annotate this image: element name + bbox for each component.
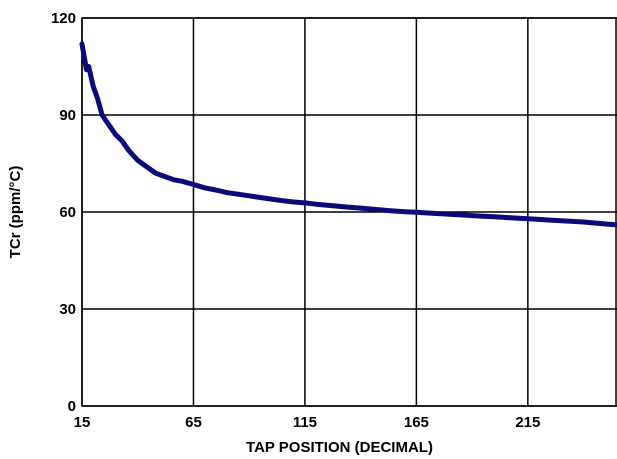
x-tick-labels: 15 65 115 165 215 (74, 414, 541, 431)
grid-lines (81, 17, 617, 407)
x-tick-label: 165 (404, 414, 429, 431)
y-tick-labels: 0 30 60 90 120 (51, 10, 76, 415)
y-tick-label: 90 (59, 107, 76, 124)
x-tick-label: 65 (185, 414, 202, 431)
y-tick-label: 0 (68, 398, 76, 415)
y-axis-title: TCr (ppm/°C) (7, 166, 24, 259)
x-tick-label: 215 (515, 414, 540, 431)
x-axis-title: TAP POSITION (DECIMAL) (246, 439, 433, 456)
plot-frame (81, 17, 617, 407)
series-line (79, 41, 617, 228)
x-tick-label: 115 (293, 414, 317, 431)
y-tick-label: 60 (59, 204, 76, 221)
x-tick-label: 15 (74, 414, 91, 431)
y-tick-label: 30 (59, 301, 76, 318)
y-tick-label: 120 (51, 10, 76, 27)
